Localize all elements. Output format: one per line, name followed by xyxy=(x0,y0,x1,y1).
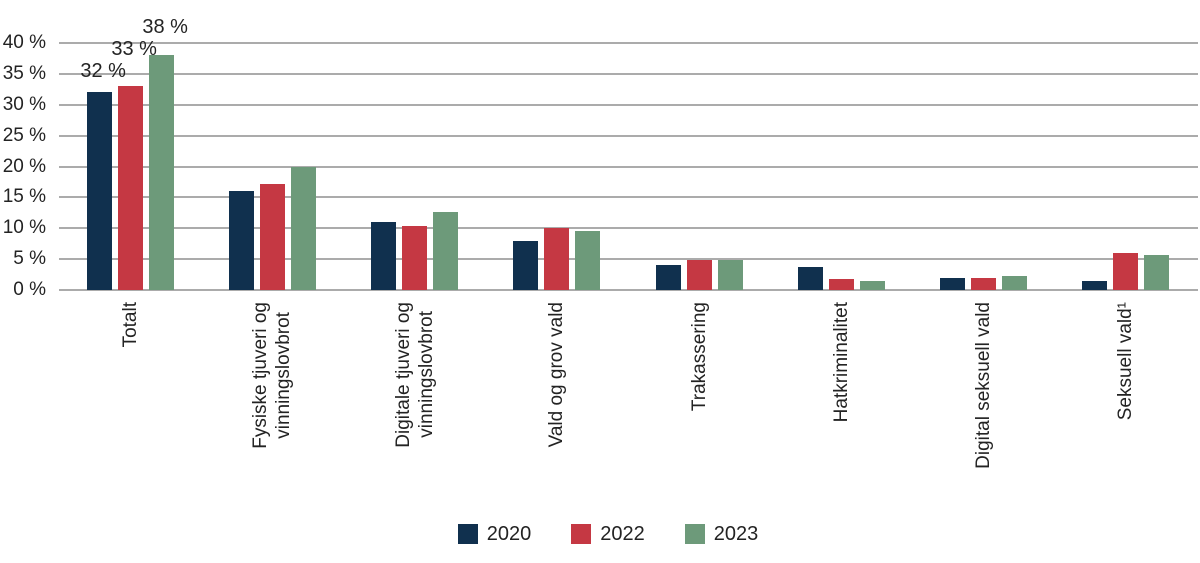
x-axis-label-line: Digitale tjuveri og xyxy=(392,302,414,448)
x-axis-label-line: Seksuell vald¹ xyxy=(1115,302,1137,421)
y-axis-tick-label: 30 % xyxy=(2,93,46,115)
data-label: 38 % xyxy=(142,16,188,38)
legend-label-2020: 2020 xyxy=(486,523,532,545)
gridline xyxy=(59,72,1198,75)
x-axis-label: Fysiske tjuveri og vinningslovbrot xyxy=(249,302,295,449)
bar-2023 xyxy=(575,231,601,290)
x-axis-label-line: Digital seksuell vald xyxy=(973,302,995,469)
gridline xyxy=(59,289,1198,291)
bar-2023 xyxy=(717,260,743,290)
bar-2020 xyxy=(1082,280,1108,290)
legend-item-2020: 2020 xyxy=(457,522,532,546)
bar-2022 xyxy=(259,183,285,290)
x-axis-label: Totalt xyxy=(119,302,142,347)
y-axis-tick-label: 25 % xyxy=(2,124,46,146)
x-axis-label-line: vinningslovbrot xyxy=(415,311,437,439)
gridline xyxy=(59,103,1198,106)
y-axis-tick-label: 35 % xyxy=(2,62,46,84)
bar-2022 xyxy=(971,278,997,290)
x-axis-label-line: Totalt xyxy=(119,302,141,348)
bar-2023 xyxy=(433,211,459,290)
bar-2023 xyxy=(1002,276,1028,290)
bar-2020 xyxy=(655,265,681,290)
x-axis-label: Digital seksuell vald xyxy=(972,302,995,469)
bar-2020 xyxy=(86,92,112,290)
legend-swatch-2020 xyxy=(457,524,478,544)
y-axis-tick-label: 20 % xyxy=(2,155,46,177)
gridline xyxy=(59,227,1198,230)
gridline xyxy=(59,165,1198,168)
x-axis-label: Digitale tjuveri og vinningslovbrot xyxy=(392,302,438,448)
gridline xyxy=(59,196,1198,199)
y-axis-tick-label: 15 % xyxy=(2,186,46,208)
data-label: 33 % xyxy=(111,38,157,60)
y-axis-tick-label: 40 % xyxy=(2,32,46,53)
x-axis-label-line: vinningslovbrot xyxy=(273,312,295,439)
bar-2023 xyxy=(1144,254,1170,290)
bar-2022 xyxy=(544,228,570,290)
x-axis-label: Vald og grov vald xyxy=(545,302,568,447)
x-axis-label-line: Vald og grov vald xyxy=(546,302,568,448)
x-axis-label: Seksuell vald¹ xyxy=(1114,302,1137,420)
bar-2020 xyxy=(371,222,397,290)
bar-2023 xyxy=(859,280,885,290)
legend: 2020 2022 2023 xyxy=(8,522,1200,546)
y-axis-tick-label: 0 % xyxy=(13,279,46,300)
bar-2020 xyxy=(797,267,823,290)
x-axis-label-line: Fysiske tjuveri og xyxy=(250,302,272,449)
y-axis-tick-label: 5 % xyxy=(13,248,46,270)
bar-2022 xyxy=(828,278,854,290)
bar-2020 xyxy=(513,240,539,290)
x-axis-label: Trakassering xyxy=(688,302,711,411)
x-axis-label: Hatkriminalitet xyxy=(830,302,853,422)
legend-label-2022: 2022 xyxy=(600,523,645,545)
gridline xyxy=(59,134,1198,137)
gridline xyxy=(59,42,1198,44)
x-axis-label-line: Hatkriminalitet xyxy=(830,302,852,423)
bar-2020 xyxy=(228,191,254,290)
x-axis-label-line: Trakassering xyxy=(688,302,710,412)
bar-2022 xyxy=(1113,252,1139,290)
bar-2022 xyxy=(402,225,428,290)
bar-2022 xyxy=(117,86,143,290)
bar-2022 xyxy=(686,259,712,290)
legend-swatch-2022 xyxy=(571,524,592,544)
y-axis-tick-label: 10 % xyxy=(2,217,46,239)
legend-swatch-2023 xyxy=(684,524,705,544)
bar-2020 xyxy=(940,278,966,290)
bar-2023 xyxy=(290,166,316,290)
gridline xyxy=(59,258,1198,261)
data-label: 32 % xyxy=(80,60,126,82)
legend-label-2023: 2023 xyxy=(713,523,759,545)
legend-item-2023: 2023 xyxy=(684,522,759,546)
bar-2023 xyxy=(148,55,174,290)
legend-item-2022: 2022 xyxy=(571,522,645,546)
